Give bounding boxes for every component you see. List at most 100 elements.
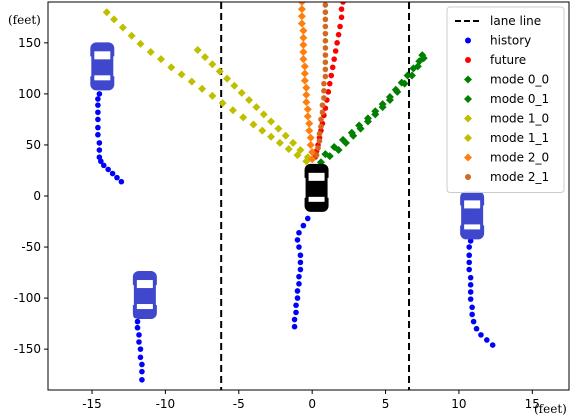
mode-1_1-point (230, 81, 239, 90)
future-point (329, 64, 336, 71)
mode-0_1-point (378, 100, 387, 109)
legend-label: mode 2_0 (490, 151, 549, 165)
mode-2_1-point (322, 38, 329, 44)
mode-2_1-point (322, 45, 329, 51)
mode-0_1-point (415, 57, 424, 66)
mode-2_0-point (303, 112, 312, 121)
history-point (95, 124, 101, 131)
mode-2_1-point (322, 23, 329, 30)
mode-0_1-point (385, 92, 394, 101)
mode-0_1-point (347, 128, 356, 137)
y-axis-ticks: 150 100 50 0 -50 -100 -150 (14, 36, 48, 356)
history-point (96, 147, 103, 153)
history-point (469, 304, 475, 311)
mode-1_0-point (284, 145, 293, 154)
history-point (478, 332, 484, 338)
mode-1_0-point (136, 39, 145, 48)
mode-2_1-point (322, 52, 329, 58)
mode-1_1-point (281, 131, 290, 140)
mode-2_1-point (316, 130, 323, 137)
mode-1_0-point (249, 120, 258, 129)
history-point (467, 274, 474, 281)
mode-1_0-point (267, 132, 276, 141)
mode-0_1-point (397, 78, 406, 87)
history-point (105, 166, 111, 173)
mode-2_0-point (299, 40, 308, 49)
mode-0_1-point (418, 51, 427, 60)
x-axis-unit: (feet) (534, 402, 567, 416)
history-point (466, 244, 473, 250)
y-tick-label: 50 (26, 138, 41, 152)
mode-2_0-point (299, 55, 308, 64)
mode-1_1-point (201, 53, 210, 62)
history-point (470, 318, 477, 325)
mode-2_1-point (321, 95, 327, 101)
history-point (484, 337, 490, 343)
history-point (96, 140, 103, 146)
history-point (296, 281, 302, 287)
mode-2_1-point (316, 138, 323, 144)
mode-2_1-point (321, 80, 327, 87)
history-point (473, 325, 480, 332)
mode-2_0-point (305, 126, 314, 135)
legend-label: mode 1_0 (490, 112, 549, 126)
history-point (466, 259, 473, 266)
history-point (297, 259, 304, 266)
mode-1_1-point (208, 60, 217, 69)
history-point (139, 361, 145, 368)
mode-2_0-point (297, 12, 306, 21)
future-point (331, 56, 337, 62)
mode-1_0-point (228, 106, 237, 115)
history-point (137, 354, 144, 361)
future-point (325, 89, 332, 95)
mode-0_1-point (371, 107, 380, 116)
mode-1_1-point (289, 138, 298, 147)
history-point (293, 309, 299, 316)
mode-1_0-point (127, 31, 136, 40)
legend-swatch (465, 37, 471, 44)
mode-1_1-point (267, 117, 276, 126)
history-point (489, 342, 496, 348)
mode-2_0-point (302, 83, 311, 92)
x-tick-label: -15 (82, 397, 102, 411)
mode-1_0-point (102, 8, 111, 17)
history-point (467, 282, 474, 288)
future-point (340, 2, 346, 5)
mode-1_0-point (239, 113, 248, 122)
mode-2_1-point (322, 59, 329, 66)
mode-1_0-point (118, 23, 127, 32)
mode-1_1-point (237, 88, 246, 97)
y-tick-label: 100 (18, 87, 41, 101)
legend-swatch (464, 114, 472, 123)
future-point (328, 72, 335, 79)
history-point (291, 316, 298, 323)
y-tick-label: -150 (14, 342, 41, 356)
future-point (334, 40, 340, 46)
history-point (296, 273, 302, 280)
y-tick-label: -100 (14, 291, 41, 305)
car-body (303, 163, 330, 212)
history-point (296, 244, 302, 250)
history-point (136, 339, 142, 345)
y-axis-unit: (feet) (8, 13, 41, 27)
legend-label: mode 0_1 (490, 92, 549, 106)
history-point (139, 368, 145, 375)
mode-2_0-point (299, 48, 308, 57)
mode-2_0-point (300, 76, 309, 85)
history-point (137, 346, 144, 352)
history-point (95, 96, 101, 102)
mode-2_1-point (321, 88, 327, 94)
future-point (335, 31, 342, 38)
history-point (304, 215, 311, 222)
history-point (114, 174, 120, 181)
history-point (293, 302, 299, 309)
mode-2_0-point (297, 2, 306, 6)
lane-lines (220, 2, 411, 390)
mode-1_1-point (296, 146, 305, 155)
history-point (469, 311, 475, 318)
mode-1_0-point (198, 84, 207, 93)
legend-label: history (490, 34, 531, 48)
mode-1_0-point (167, 63, 176, 72)
